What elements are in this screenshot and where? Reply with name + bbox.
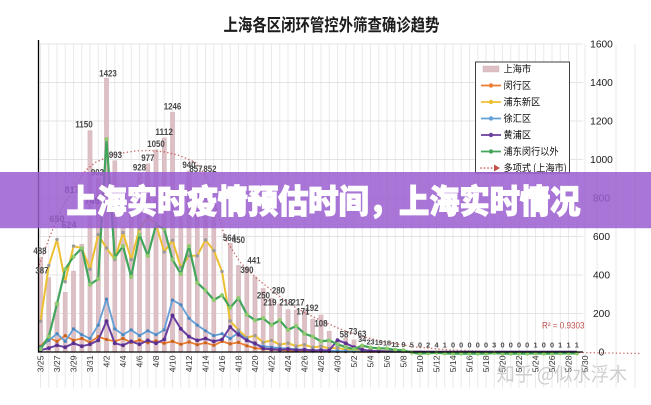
- svg-text:1600: 1600: [590, 40, 613, 51]
- svg-text:0: 0: [542, 341, 546, 350]
- svg-text:993: 993: [109, 150, 122, 160]
- svg-text:192: 192: [305, 303, 318, 313]
- svg-text:4/24: 4/24: [283, 355, 293, 372]
- svg-text:5/10: 5/10: [415, 355, 425, 372]
- svg-text:488: 488: [33, 246, 46, 256]
- svg-text:1: 1: [533, 341, 537, 350]
- svg-text:1150: 1150: [75, 119, 93, 129]
- svg-text:4/14: 4/14: [201, 355, 211, 372]
- svg-text:200: 200: [593, 309, 610, 320]
- svg-text:4/20: 4/20: [250, 355, 260, 372]
- svg-text:280: 280: [272, 285, 285, 295]
- svg-text:0: 0: [509, 341, 513, 350]
- svg-text:73: 73: [349, 326, 358, 336]
- svg-text:3/29: 3/29: [69, 355, 79, 372]
- svg-text:4/10: 4/10: [168, 355, 178, 372]
- svg-text:928: 928: [133, 162, 146, 172]
- svg-text:4/26: 4/26: [300, 355, 310, 372]
- svg-text:0: 0: [517, 341, 521, 350]
- svg-text:5/14: 5/14: [448, 355, 458, 372]
- svg-text:4/18: 4/18: [234, 355, 244, 372]
- svg-text:9: 9: [401, 340, 405, 349]
- svg-text:5/18: 5/18: [481, 355, 491, 372]
- svg-text:4/30: 4/30: [333, 355, 343, 372]
- svg-text:5/26: 5/26: [547, 355, 557, 372]
- svg-text:5: 5: [410, 341, 414, 350]
- svg-text:4/22: 4/22: [267, 355, 277, 372]
- svg-text:4/6: 4/6: [135, 355, 145, 367]
- svg-text:5/8: 5/8: [399, 355, 409, 367]
- svg-text:1400: 1400: [590, 78, 613, 89]
- svg-text:400: 400: [593, 271, 610, 282]
- svg-text:0: 0: [459, 341, 463, 350]
- svg-text:23: 23: [366, 338, 374, 347]
- svg-text:1050: 1050: [147, 139, 165, 149]
- svg-text:0: 0: [525, 341, 529, 350]
- svg-text:0: 0: [467, 341, 471, 350]
- svg-text:4/2: 4/2: [102, 355, 112, 367]
- svg-text:5/2: 5/2: [349, 355, 359, 367]
- svg-text:R² = 0.9303: R² = 0.9303: [542, 320, 585, 330]
- svg-text:600: 600: [593, 232, 610, 243]
- svg-text:1: 1: [566, 341, 570, 350]
- svg-text:4/4: 4/4: [118, 355, 128, 367]
- svg-text:0: 0: [484, 341, 488, 350]
- svg-text:1: 1: [575, 341, 579, 350]
- svg-text:1246: 1246: [164, 101, 182, 111]
- svg-text:450: 450: [232, 235, 245, 245]
- svg-text:1423: 1423: [99, 68, 117, 78]
- svg-text:441: 441: [247, 255, 260, 265]
- svg-text:4/28: 4/28: [316, 355, 326, 372]
- svg-text:0: 0: [418, 341, 422, 350]
- svg-text:58: 58: [340, 329, 349, 339]
- svg-text:3/31: 3/31: [85, 355, 95, 372]
- svg-text:3/25: 3/25: [36, 355, 46, 372]
- svg-text:5/4: 5/4: [366, 355, 376, 367]
- svg-text:387: 387: [35, 265, 48, 275]
- svg-text:4/16: 4/16: [217, 355, 227, 372]
- svg-text:2: 2: [426, 341, 430, 350]
- svg-text:1: 1: [443, 341, 447, 350]
- svg-text:1: 1: [558, 341, 562, 350]
- svg-text:108: 108: [314, 318, 327, 328]
- svg-text:19: 19: [375, 338, 383, 347]
- svg-text:3: 3: [492, 341, 496, 350]
- svg-text:3/27: 3/27: [52, 355, 62, 372]
- svg-text:4/12: 4/12: [184, 355, 194, 372]
- svg-text:0: 0: [451, 341, 455, 350]
- svg-text:0: 0: [500, 341, 504, 350]
- svg-text:1200: 1200: [590, 117, 613, 128]
- svg-text:4/8: 4/8: [151, 355, 161, 367]
- svg-text:0: 0: [599, 348, 605, 359]
- svg-text:0: 0: [476, 341, 480, 350]
- svg-text:5/6: 5/6: [382, 355, 392, 367]
- svg-text:11: 11: [391, 340, 399, 349]
- svg-text:5/16: 5/16: [465, 355, 475, 372]
- svg-text:1000: 1000: [590, 155, 613, 166]
- svg-text:0: 0: [550, 341, 554, 350]
- svg-text:18: 18: [383, 338, 391, 347]
- svg-text:390: 390: [240, 265, 253, 275]
- svg-text:219: 219: [263, 297, 276, 307]
- svg-text:1112: 1112: [155, 127, 173, 137]
- svg-text:5/24: 5/24: [531, 355, 541, 372]
- svg-text:977: 977: [141, 153, 154, 163]
- svg-text:5/12: 5/12: [432, 355, 442, 372]
